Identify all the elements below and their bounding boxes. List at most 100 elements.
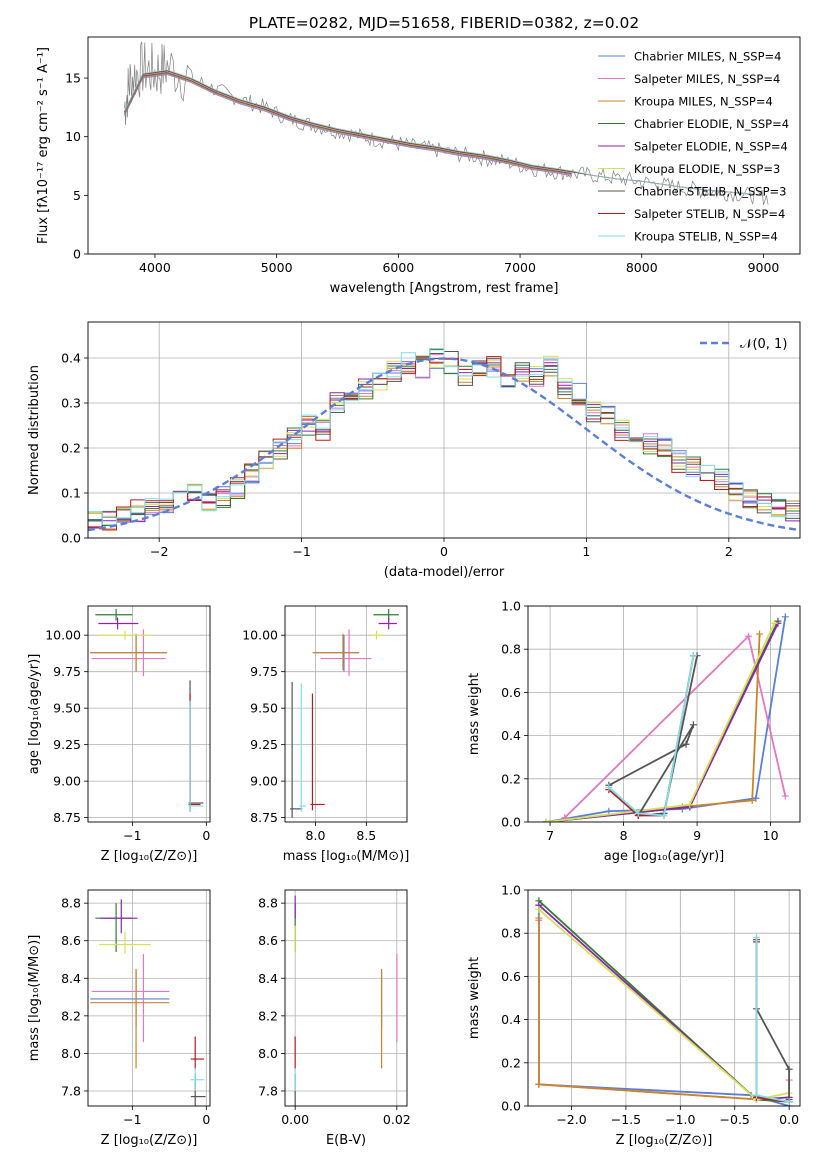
histogram-series	[88, 348, 800, 538]
x-axis-label: wavelength [Angstrom, rest frame]	[330, 281, 559, 296]
data-point	[781, 792, 789, 800]
axes-frame	[87, 889, 211, 1107]
plot-area	[124, 41, 769, 205]
y-tick-label: 0.2	[501, 771, 521, 786]
data-point	[535, 914, 543, 922]
weight-series	[755, 939, 790, 1103]
chart-age-mass: 8.0 8.5 8.75 9.00 9.25 9.50 9.75 10.00 mass [log…	[242, 605, 410, 864]
x-tick-label: 8	[620, 828, 628, 843]
legend-label: Salpeter STELIB, N_SSP=4	[634, 207, 785, 221]
y-tick-label: 1.0	[501, 599, 521, 614]
y-tick-label: 0.2	[61, 441, 81, 456]
y-tick-label: 8.75	[250, 810, 278, 825]
y-tick-label: 0.2	[501, 1055, 521, 1070]
data-point	[748, 796, 756, 804]
x-tick-label: 8.5	[356, 828, 376, 843]
y-tick-label: 8.75	[53, 810, 81, 825]
x-tick-label: 9	[693, 828, 701, 843]
axes-frame	[87, 605, 211, 823]
axes-frame	[284, 605, 408, 823]
data-point	[745, 632, 753, 640]
y-tick-label: 9.25	[53, 737, 81, 752]
y-tick-label: 9.25	[250, 737, 278, 752]
model-series	[124, 73, 572, 176]
x-tick-label: −0.5	[720, 1112, 750, 1127]
legend-label: Kroupa ELODIE, N_SSP=3	[634, 162, 780, 176]
x-axis-label: E(B-V)	[326, 1133, 366, 1148]
chart-residuals: −2 −1 0 1 2 0.0 0.1 0.2 0.3 0.4 (data-model)/error…	[27, 321, 801, 580]
model-series	[124, 74, 572, 176]
y-tick-label: 0.3	[61, 396, 81, 411]
data-point	[770, 619, 778, 627]
data-point	[785, 1065, 793, 1073]
axes-frame	[284, 889, 408, 1107]
weight-series	[538, 900, 790, 1103]
y-tick-label: 8.8	[258, 896, 278, 911]
x-axis-label: (data-model)/error	[384, 565, 505, 580]
y-tick-label: 0.8	[501, 926, 521, 941]
data-point	[535, 905, 543, 913]
y-tick-label: 8.2	[61, 1008, 81, 1023]
data-point	[752, 1091, 760, 1099]
data-point	[660, 812, 668, 820]
y-axis-label: mass weight	[467, 673, 482, 755]
data-point	[752, 794, 760, 802]
legend-label: Chabrier ELODIE, N_SSP=4	[634, 117, 789, 131]
y-tick-label: 7.8	[258, 1083, 278, 1098]
data-point	[752, 934, 760, 942]
model-series	[124, 69, 764, 196]
y-tick-label: 8.2	[258, 1008, 278, 1023]
data-point	[785, 1098, 793, 1106]
x-tick-label: 0.0	[779, 1112, 799, 1127]
data-point	[682, 740, 690, 748]
y-tick-label: 0.4	[61, 351, 81, 366]
plot-area	[88, 322, 800, 538]
x-axis-label: Z [log₁₀(Z/Z⊙)]	[616, 1133, 713, 1148]
legend-label: Chabrier STELIB, N_SSP=3	[634, 185, 786, 199]
x-tick-label: 5000	[261, 260, 293, 275]
x-tick-label: 2	[725, 544, 733, 559]
x-axis-label: mass [log₁₀(M/M⊙)]	[283, 849, 410, 864]
y-tick-label: 8.4	[258, 971, 278, 986]
plot-area	[285, 890, 407, 1106]
x-tick-label: 0	[440, 544, 448, 559]
data-point	[542, 818, 550, 822]
y-tick-label: 8.6	[61, 933, 81, 948]
y-tick-label: 0.4	[501, 1012, 521, 1027]
x-axis-label: age [log₁₀(age/yr)]	[604, 849, 725, 864]
normal-curve	[88, 357, 800, 532]
y-tick-label: 10.00	[242, 628, 278, 643]
y-tick-label: 0.0	[61, 531, 81, 546]
plot-area	[528, 890, 800, 1106]
y-tick-label: 0.8	[501, 642, 521, 657]
data-point	[605, 783, 613, 791]
y-tick-label: 0	[73, 247, 81, 262]
x-tick-label: 8000	[626, 260, 658, 275]
x-tick-label: 9000	[748, 260, 780, 275]
x-tick-label: 7	[546, 828, 554, 843]
y-tick-label: 9.00	[250, 774, 278, 789]
x-tick-label: 0	[202, 828, 210, 843]
data-point	[781, 613, 789, 621]
y-tick-label: 9.50	[250, 701, 278, 716]
y-axis-label: mass [log₁₀(M/M⊙)]	[27, 935, 42, 1062]
y-axis-label: age [log₁₀(age/yr)]	[27, 654, 42, 775]
y-axis-label: Flux [fλ10⁻¹⁷ erg cm⁻² s⁻¹ A⁻¹]	[36, 47, 51, 244]
chart-mass-metal: −1 0 7.8 8.0 8.2 8.4 8.6 8.8 Z [log₁₀(Z/Z⊙)] mass…	[27, 889, 211, 1148]
weight-series	[755, 941, 790, 1100]
chart-age-metal: −1 0 8.75 9.00 9.25 9.50 9.75 10.00 Z [log₁₀(Z/Z…	[27, 605, 211, 864]
data-point	[535, 1080, 543, 1088]
x-tick-label: 10	[763, 828, 779, 843]
legend-label: Salpeter ELODIE, N_SSP=4	[634, 140, 788, 154]
y-tick-label: 7.8	[61, 1083, 81, 1098]
x-tick-label: −1	[123, 1112, 141, 1127]
y-tick-label: 10	[65, 129, 81, 144]
y-tick-label: 10.00	[45, 628, 81, 643]
x-tick-label: −1	[292, 544, 310, 559]
x-tick-label: −2	[150, 544, 168, 559]
model-series	[124, 72, 572, 175]
model-series	[124, 69, 764, 196]
y-tick-label: 0.6	[501, 685, 521, 700]
chart-mass-ebv: 0.00 0.02 7.8 8.0 8.2 8.4 8.6 8.8 E(B-V)	[258, 889, 411, 1148]
